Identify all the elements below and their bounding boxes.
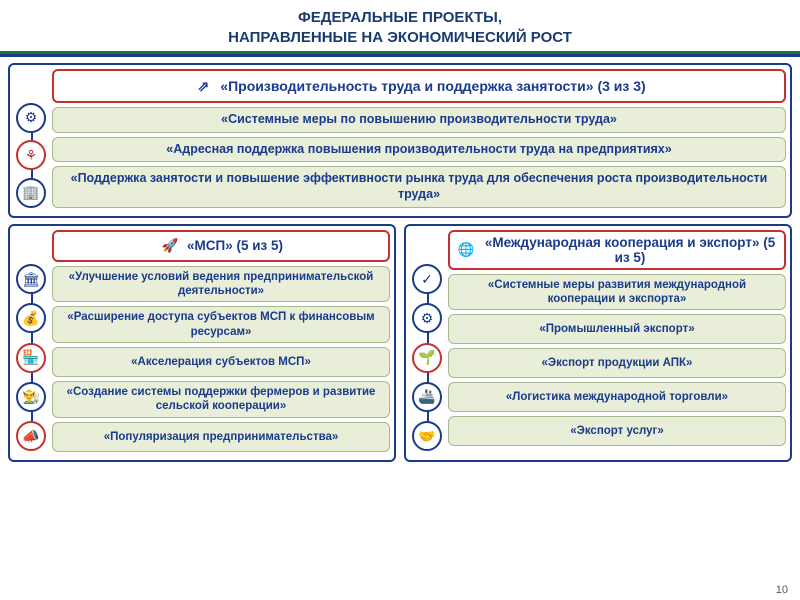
section-productivity: ⇗ «Производительность труда и поддержка …: [8, 63, 792, 218]
item-label: «Экспорт продукции АПК»: [542, 356, 693, 370]
building-icon: 🏢: [16, 178, 46, 208]
check-icon: ✓: [412, 264, 442, 294]
title-line1: ФЕДЕРАЛЬНЫЕ ПРОЕКТЫ,: [298, 9, 502, 26]
list-item: «Логистика международной торговли»: [448, 382, 786, 412]
icon-column-left: 🏛 💰 🏪 👨‍🌾 📣: [14, 260, 48, 456]
section-msp-header: 🚀 «МСП» (5 из 5): [52, 230, 390, 262]
list-item: «Экспорт услуг»: [448, 416, 786, 446]
rocket-icon: 🚀: [159, 235, 181, 257]
page-number: 10: [776, 584, 788, 596]
list-item: «Системные меры развития международной к…: [448, 274, 786, 311]
item-label: «Системные меры по повышению производите…: [221, 112, 617, 126]
page-title: ФЕДЕРАЛЬНЫЕ ПРОЕКТЫ, НАПРАВЛЕННЫЕ НА ЭКО…: [0, 8, 800, 47]
handshake-icon: 🤝: [412, 421, 442, 451]
list-item: «Популяризация предпринимательства»: [52, 422, 390, 452]
support-icon: ⚘: [16, 140, 46, 170]
item-label: «Улучшение условий ведения предпринимате…: [59, 270, 383, 299]
list-item: «Создание системы поддержки фермеров и р…: [52, 381, 390, 418]
bank-icon: 🏛: [16, 264, 46, 294]
list-item: «Акселерация субъектов МСП»: [52, 347, 390, 377]
item-label: «Промышленный экспорт»: [539, 322, 694, 336]
industry-icon: ⚙: [412, 303, 442, 333]
list-item: «Расширение доступа субъектов МСП к фина…: [52, 306, 390, 343]
item-label: «Системные меры развития международной к…: [455, 278, 779, 307]
list-item: «Улучшение условий ведения предпринимате…: [52, 266, 390, 303]
section-productivity-title: «Производительность труда и поддержка за…: [220, 78, 645, 94]
item-label: «Расширение доступа субъектов МСП к фина…: [59, 310, 383, 339]
section-export-title: «Международная кооперация и экспорт» (5 …: [482, 235, 778, 265]
divider-bar: [0, 51, 800, 57]
page-header: ФЕДЕРАЛЬНЫЕ ПРОЕКТЫ, НАПРАВЛЕННЫЕ НА ЭКО…: [0, 0, 800, 51]
content-area: ⇗ «Производительность труда и поддержка …: [0, 63, 800, 462]
section-msp-title: «МСП» (5 из 5): [187, 238, 283, 253]
plant-icon: 🌱: [412, 343, 442, 373]
item-label: «Поддержка занятости и повышение эффекти…: [71, 171, 768, 201]
two-column-row: 🚀 «МСП» (5 из 5) 🏛 💰 🏪 👨‍🌾 📣 «Улучшение …: [8, 224, 792, 462]
list-item: «Поддержка занятости и повышение эффекти…: [52, 166, 786, 207]
title-line2: НАПРАВЛЕННЫЕ НА ЭКОНОМИЧЕСКИЙ РОСТ: [228, 29, 572, 46]
item-label: «Создание системы поддержки фермеров и р…: [59, 385, 383, 414]
money-icon: 💰: [16, 303, 46, 333]
section-export-header: 🌐 «Международная кооперация и экспорт» (…: [448, 230, 786, 270]
item-label: «Популяризация предпринимательства»: [104, 430, 339, 444]
list-item: «Адресная поддержка повышения производит…: [52, 137, 786, 163]
list-item: «Экспорт продукции АПК»: [448, 348, 786, 378]
globe-icon: 🌐: [456, 239, 476, 261]
icon-column-top: ⚙ ⚘ 🏢: [14, 99, 48, 212]
section-msp: 🚀 «МСП» (5 из 5) 🏛 💰 🏪 👨‍🌾 📣 «Улучшение …: [8, 224, 396, 462]
item-label: «Акселерация субъектов МСП»: [131, 355, 311, 369]
item-label: «Адресная поддержка повышения производит…: [166, 142, 671, 156]
store-icon: 🏪: [16, 343, 46, 373]
item-label: «Экспорт услуг»: [570, 424, 664, 438]
section-productivity-header: ⇗ «Производительность труда и поддержка …: [52, 69, 786, 103]
list-item: «Системные меры по повышению производите…: [52, 107, 786, 133]
farmer-icon: 👨‍🌾: [16, 382, 46, 412]
list-item: «Промышленный экспорт»: [448, 314, 786, 344]
item-label: «Логистика международной торговли»: [506, 390, 728, 404]
ship-icon: 🚢: [412, 382, 442, 412]
icon-column-right: ✓ ⚙ 🌱 🚢 🤝: [410, 260, 444, 456]
megaphone-icon: 📣: [16, 421, 46, 451]
gear-icon: ⚙: [16, 103, 46, 133]
section-export: 🌐 «Международная кооперация и экспорт» (…: [404, 224, 792, 462]
arrow-up-icon: ⇗: [192, 75, 214, 97]
